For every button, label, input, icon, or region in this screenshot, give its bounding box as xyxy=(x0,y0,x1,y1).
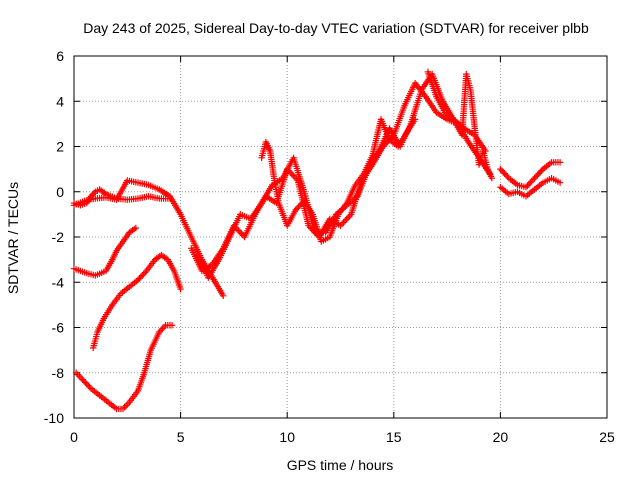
data-point-interp xyxy=(527,179,534,186)
data-point xyxy=(292,206,299,214)
series-track-3 xyxy=(70,224,140,279)
y-tick-label: 2 xyxy=(56,139,64,155)
y-tick-label: -4 xyxy=(52,274,65,290)
x-tick-label: 0 xyxy=(70,429,78,445)
data-point xyxy=(79,376,86,383)
data-point-interp xyxy=(236,228,244,236)
y-axis-label: SDTVAR / TECUs xyxy=(5,182,21,294)
data-point-interp xyxy=(296,202,304,209)
y-tick-label: -8 xyxy=(52,365,65,381)
y-tick-label: -10 xyxy=(44,410,64,426)
data-point-interp xyxy=(137,273,145,281)
data-point xyxy=(522,184,530,191)
grid-lines xyxy=(74,56,607,418)
data-point-interp xyxy=(535,170,542,177)
data-point xyxy=(220,292,227,300)
x-tick-label: 20 xyxy=(493,429,509,445)
data-point-interp xyxy=(341,217,349,225)
series-track-11 xyxy=(497,174,564,200)
data-point-interp xyxy=(529,176,537,183)
data-point-interp xyxy=(238,230,245,237)
data-point-interp xyxy=(498,167,506,174)
data-point-interp xyxy=(139,272,146,279)
data-point-interp xyxy=(534,171,541,179)
y-tick-label: 0 xyxy=(56,184,64,200)
data-point xyxy=(556,159,564,166)
data-point-interp xyxy=(500,168,507,176)
data-point-interp xyxy=(83,380,90,388)
x-axis-label: GPS time / hours xyxy=(287,457,394,473)
y-tick-label: -6 xyxy=(52,320,65,336)
data-point xyxy=(411,116,419,123)
y-tick-label: -2 xyxy=(52,229,65,245)
x-tick-label: 10 xyxy=(279,429,295,445)
data-point-interp xyxy=(502,171,510,179)
series-track-8 xyxy=(258,116,419,245)
data-point-interp xyxy=(89,191,96,198)
data-point xyxy=(168,322,176,329)
chart-title: Day 243 of 2025, Sidereal Day-to-day VTE… xyxy=(83,20,589,36)
y-tick-label: 6 xyxy=(56,48,64,64)
data-point-interp xyxy=(141,269,149,276)
data-point-interp xyxy=(501,170,508,177)
data-point-interp xyxy=(538,167,545,174)
data-point-interp xyxy=(528,177,535,185)
data-point-interp xyxy=(90,190,98,197)
x-tick-label: 25 xyxy=(599,429,615,445)
data-marks xyxy=(70,68,564,413)
data-point-interp xyxy=(532,173,540,180)
axis-ticks xyxy=(73,55,608,419)
series-track-5 xyxy=(72,322,176,413)
data-point-interp xyxy=(140,270,147,278)
x-tick-label: 15 xyxy=(386,429,402,445)
series-track-10 xyxy=(497,159,564,191)
x-tick-labels: 0 5 10 15 20 25 xyxy=(70,429,615,445)
series-track-9 xyxy=(424,68,496,182)
series-track-4 xyxy=(89,251,184,352)
data-point xyxy=(134,276,142,284)
data-point xyxy=(497,165,504,173)
data-point-interp xyxy=(290,172,297,179)
y-tick-label: 4 xyxy=(56,93,64,109)
data-point-interp xyxy=(82,379,89,386)
data-point-interp xyxy=(85,382,92,389)
data-point-interp xyxy=(343,216,350,223)
data-point xyxy=(531,174,538,182)
data-point xyxy=(177,285,184,293)
data-point xyxy=(556,179,564,186)
data-point-interp xyxy=(86,383,93,391)
data-point-interp xyxy=(504,173,511,180)
data-point xyxy=(132,224,140,232)
data-point-interp xyxy=(525,181,533,188)
data-point-interp xyxy=(338,220,346,228)
data-point-interp xyxy=(136,275,143,282)
data-point-interp xyxy=(293,205,301,212)
data-point xyxy=(488,174,496,182)
data-point-interp xyxy=(524,182,531,189)
data-point-interp xyxy=(298,200,305,208)
data-point-interp xyxy=(536,168,544,176)
data-point-interp xyxy=(344,214,352,221)
x-tick-label: 5 xyxy=(177,429,185,445)
data-point-interp xyxy=(295,203,302,211)
series-track-7 xyxy=(194,70,489,281)
data-point-interp xyxy=(80,377,88,385)
y-tick-labels: -10 -8 -6 -4 -2 0 2 4 6 xyxy=(44,48,64,426)
